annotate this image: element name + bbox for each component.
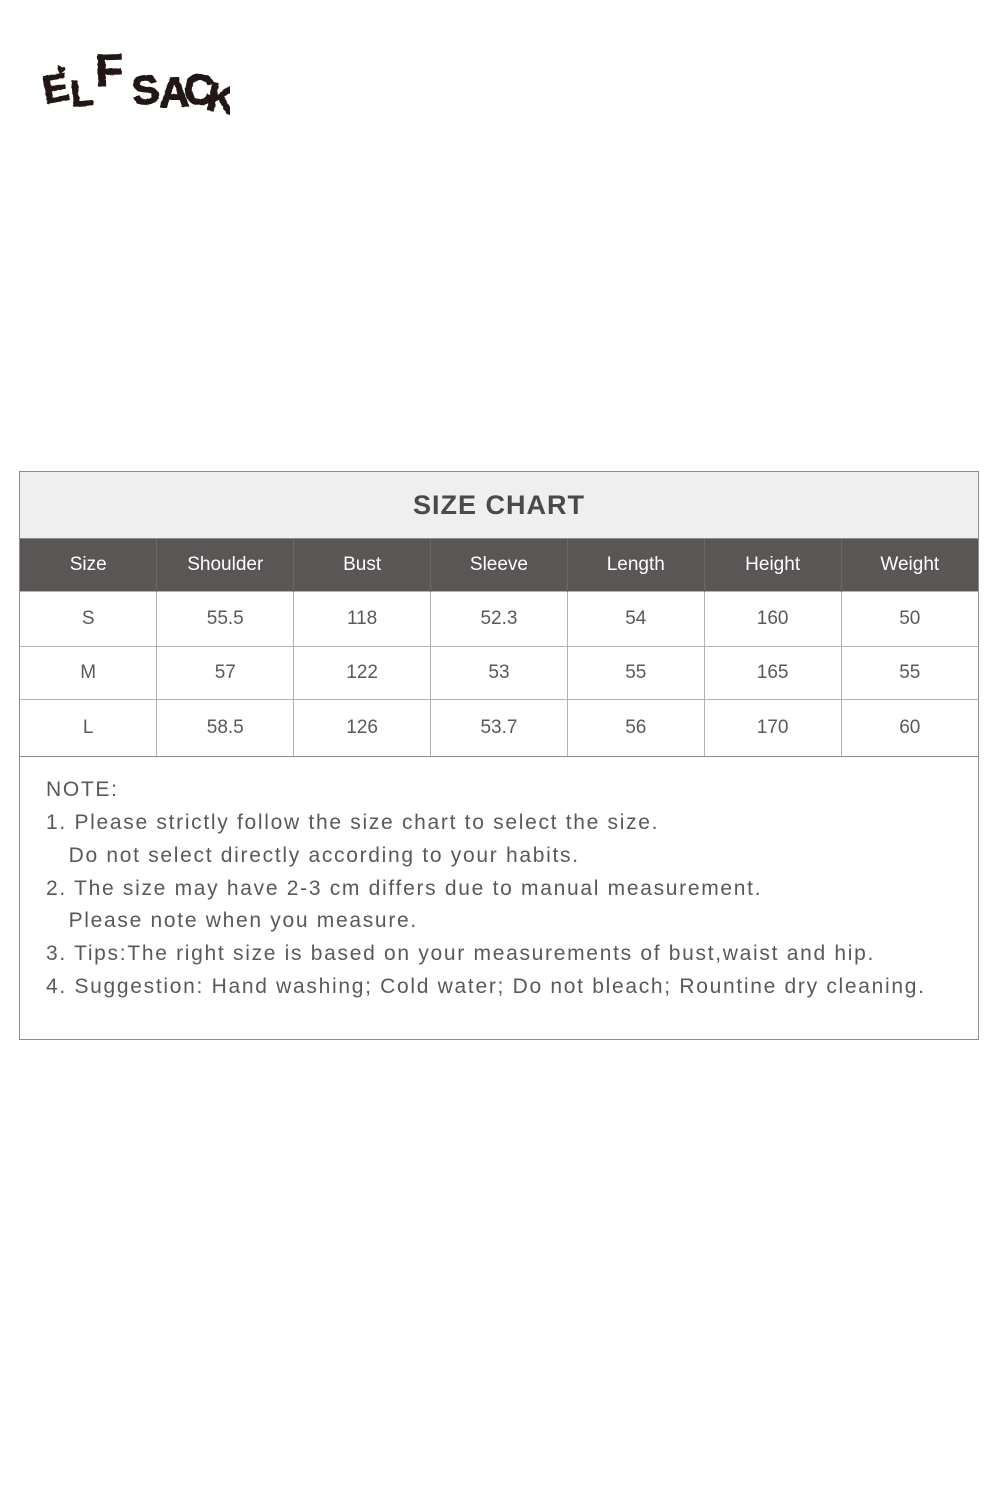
svg-text:S: S	[129, 65, 161, 114]
svg-text:F: F	[95, 44, 125, 96]
svg-text:L: L	[69, 72, 95, 115]
svg-text:E: E	[39, 66, 72, 113]
